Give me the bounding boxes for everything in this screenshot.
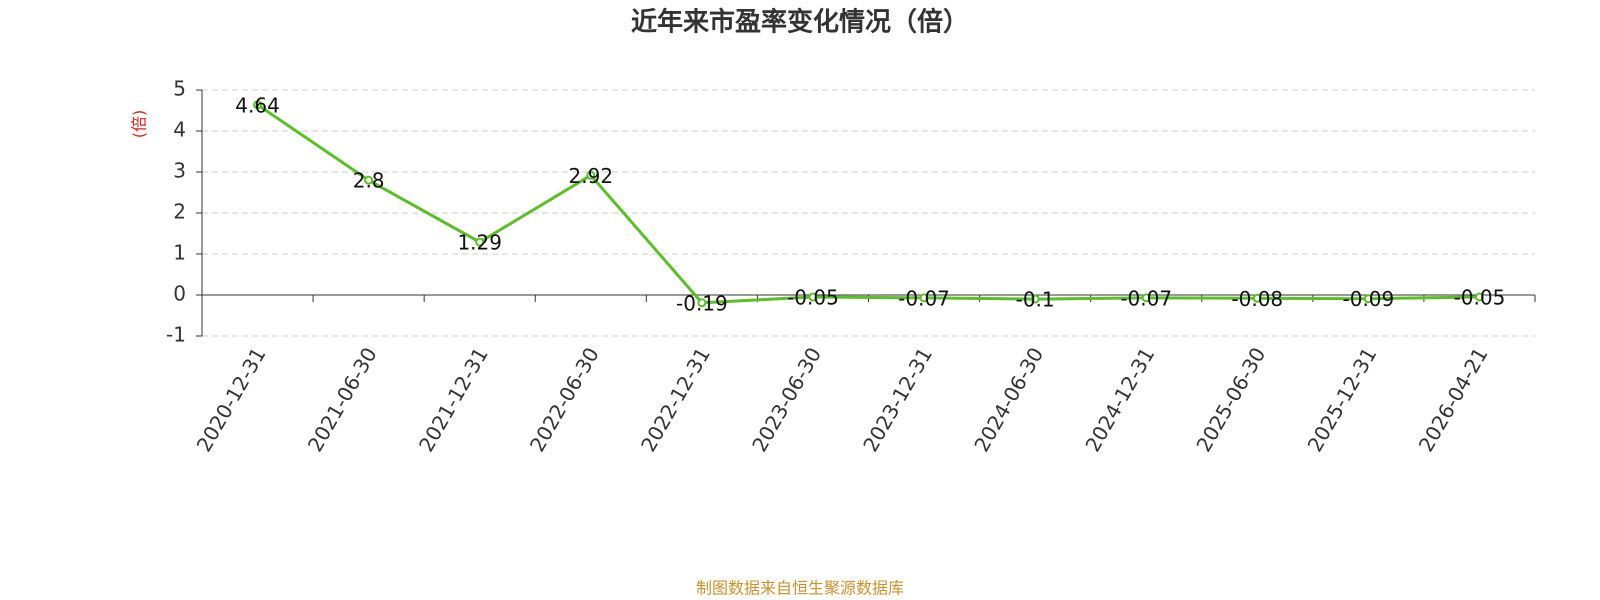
data-label: -0.05 [1454,286,1506,310]
x-tick-label: 2024-12-31 [1080,343,1159,456]
source-note: 制图数据来自恒生聚源数据库 [696,579,904,598]
point [1252,293,1262,303]
point [808,292,818,302]
data-label: -0.09 [1343,287,1395,311]
data-label: -0.1 [1016,288,1055,312]
x-tick-label: 2024-06-30 [969,343,1048,456]
y-tick-label: 3 [173,159,186,183]
point [253,100,263,110]
x-tick-label: 2025-06-30 [1191,343,1270,456]
x-tick-label: 2026-04-21 [1414,343,1493,456]
data-label: 4.64 [235,93,280,117]
point [697,298,707,308]
point [1030,294,1040,304]
y-tick-label: 1 [173,241,186,265]
y-tick-label: 0 [173,282,186,306]
point [919,293,929,303]
x-tick-label: 2025-12-31 [1303,343,1382,456]
data-label: -0.08 [1231,287,1283,311]
point [586,170,596,180]
point [1474,292,1484,302]
data-label: -0.07 [898,286,950,310]
data-label: 2.8 [353,169,385,193]
x-tick-label: 2021-12-31 [414,343,493,456]
y-tick-label: 4 [173,118,186,142]
data-label: -0.19 [676,291,728,315]
point [475,237,485,247]
x-tick-label: 2021-06-30 [303,343,382,456]
point [364,175,374,185]
x-tick-label: 2020-12-31 [192,343,271,456]
y-tick-label: -1 [166,323,186,347]
data-label: 2.92 [569,164,614,188]
point [1363,294,1373,304]
y-axis-label: (倍) [130,110,149,139]
y-tick-label: 5 [173,77,186,101]
line [256,103,1480,305]
point [1141,293,1151,303]
data-label: -0.05 [787,286,839,310]
x-tick-label: 2022-12-31 [636,343,715,456]
x-tick-label: 2022-06-30 [525,343,604,456]
data-label: 1.29 [457,231,502,255]
data-label: -0.07 [1120,286,1172,310]
y-tick-label: 2 [173,200,186,224]
x-tick-label: 2023-06-30 [747,343,826,456]
x-tick-label: 2023-12-31 [858,343,937,456]
chart-title: 近年来市盈率变化情况（倍） [631,7,969,38]
